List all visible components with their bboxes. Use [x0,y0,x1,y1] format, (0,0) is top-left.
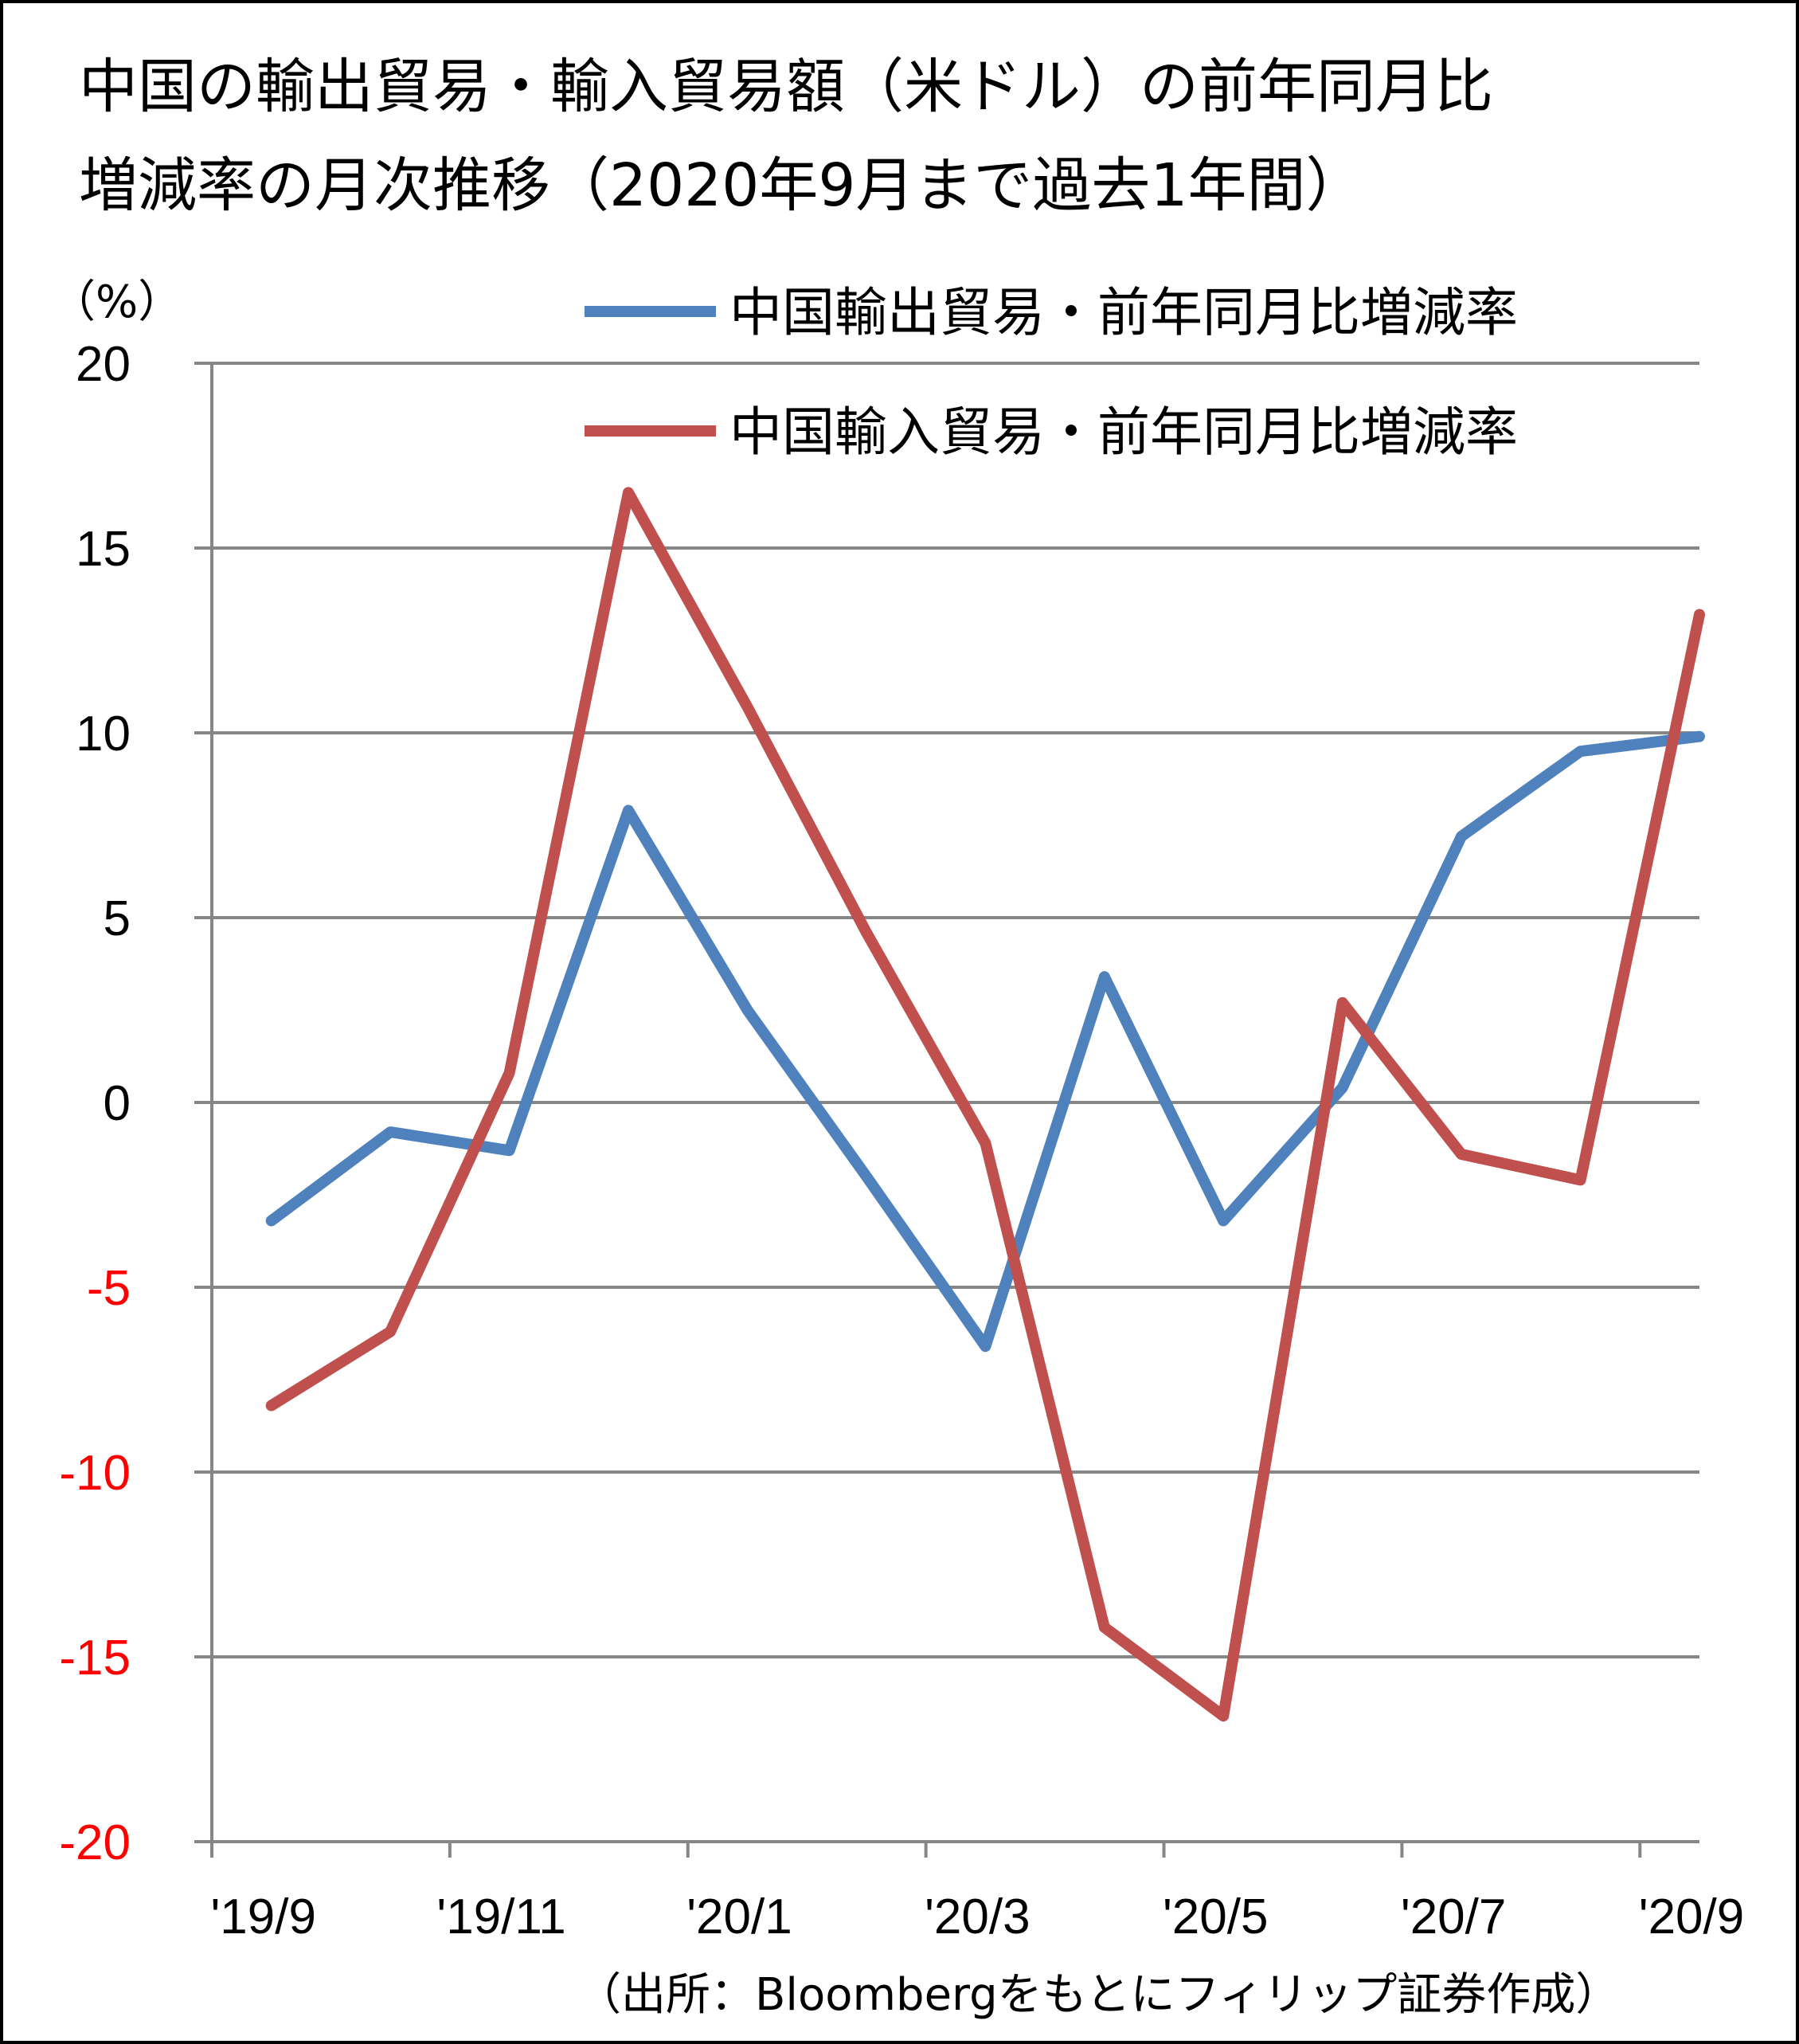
y-tick-label: 5 [104,891,131,946]
legend-label-import: 中国輸入貿易・前年同月比増減率 [729,401,1518,463]
import-series-line [265,487,1705,1722]
x-tick-label: '20/7 [1401,1889,1507,1944]
y-axis-unit-label: （%） [51,276,183,328]
x-tick-labels: '19/9 '19/11 '20/1 '20/3 '20/5 '20/7 '20/9 [210,1889,1744,1944]
chart-title-line-1: 中国の輸出貿易・輸入貿易額（米ドル）の前年同月比 [79,53,1493,121]
export-series-line [265,730,1705,1353]
y-tick-label: 10 [76,707,131,762]
gridlines [212,362,1699,1843]
series-lines [265,487,1705,1722]
axes [194,362,1642,1858]
y-tick-label: -15 [59,1631,131,1686]
legend-label-export: 中国輸出貿易・前年同月比増減率 [729,282,1518,343]
x-tick-label: '20/5 [1163,1889,1269,1944]
x-tick-label: '20/1 [686,1889,792,1944]
x-tick-label: '20/9 [1639,1889,1745,1944]
chart-title-line-2: 増減率の月次推移（2020年9月まで過去1年間） [79,151,1365,220]
x-tick-label: '20/3 [925,1889,1031,1944]
x-tick-label: '19/11 [436,1889,565,1944]
y-tick-label: -10 [59,1446,131,1501]
y-tick-labels: 20 15 10 5 0 -5 -10 -15 -20 [59,337,131,1870]
x-tick-label: '19/9 [210,1889,316,1944]
y-tick-label: 0 [104,1076,131,1131]
y-tick-label: 20 [76,337,131,392]
source-note: （出所：Bloombergをもとにフィリップ証券作成） [577,1969,1621,2021]
y-tick-label: 15 [76,522,131,577]
line-chart: 20 15 10 5 0 -5 -10 -15 -20 '19/9 '19/11 '20/1 '20/… [59,282,1744,1944]
y-tick-label: -5 [87,1261,131,1316]
y-tick-label: -20 [59,1815,131,1870]
